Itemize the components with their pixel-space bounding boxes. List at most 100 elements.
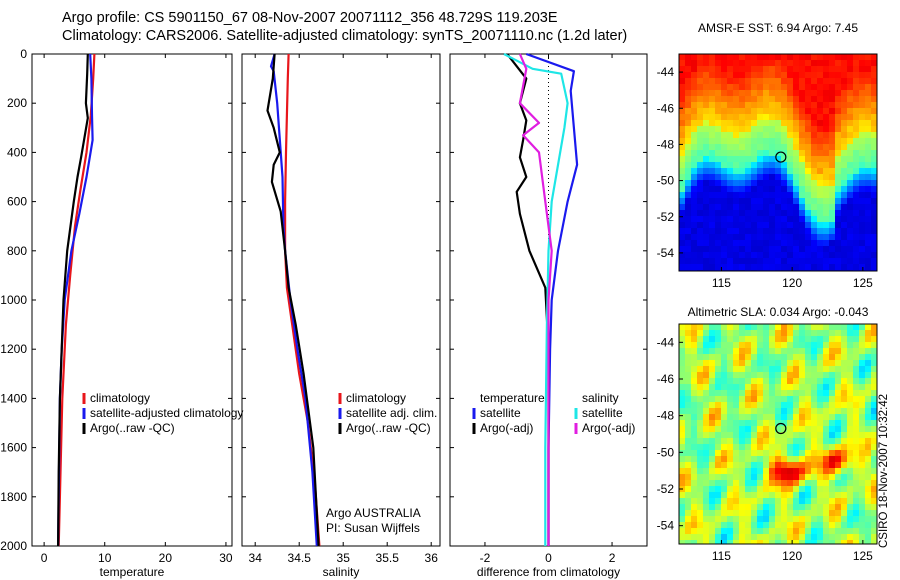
sla-map-cell [841, 336, 847, 342]
sla-map-cell [871, 444, 877, 450]
sst-map-cell [703, 174, 709, 180]
sla-map-cell [781, 462, 787, 468]
sla-map-cell [829, 522, 835, 528]
sst-map-cell [811, 264, 817, 270]
sst-map-cell [709, 78, 715, 84]
sla-map-cell [853, 444, 859, 450]
sst-map-cell [745, 252, 751, 258]
sla-map-cell [811, 540, 817, 544]
sst-map-cell [859, 54, 865, 60]
sla-map-cell [691, 342, 697, 348]
sla-map-cell [721, 468, 727, 474]
sst-map-cell [805, 132, 811, 138]
sla-map-cell [817, 438, 823, 444]
sst-map-cell [709, 126, 715, 132]
sla-heatmap [679, 324, 877, 544]
sst-map-cell [775, 72, 781, 78]
sla-map-cell [787, 534, 793, 540]
sst-map-cell [841, 240, 847, 246]
sst-map-cell [721, 78, 727, 84]
sst-map-cell [757, 90, 763, 96]
sla-map-cell [679, 516, 685, 522]
sst-map-cell [787, 246, 793, 252]
sst-map-cell [715, 204, 721, 210]
sst-map-cell [727, 198, 733, 204]
sst-map-cell [859, 222, 865, 228]
sla-map-cell [859, 450, 865, 456]
sst-map-cell [691, 54, 697, 60]
sla-map-cell [853, 468, 859, 474]
sst-map-cell [727, 156, 733, 162]
sst-map-cell [781, 72, 787, 78]
sst-map-cell [829, 54, 835, 60]
sla-map-cell [769, 540, 775, 544]
sla-map-cell [787, 330, 793, 336]
sla-map-cell [799, 330, 805, 336]
sla-map-cell [697, 522, 703, 528]
sla-map-cell [805, 486, 811, 492]
sla-map-cell [751, 330, 757, 336]
sst-map-cell [703, 150, 709, 156]
sla-map-cell [751, 336, 757, 342]
sst-map-cell [739, 252, 745, 258]
sla-map-cell [817, 372, 823, 378]
sla-map-cell [727, 402, 733, 408]
sst-map-cell [685, 54, 691, 60]
sla-map-cell [733, 486, 739, 492]
sst-map-cell [853, 216, 859, 222]
sst-map-cell [697, 198, 703, 204]
sla-map-cell [703, 510, 709, 516]
sla-map-cell [787, 414, 793, 420]
sst-map-cell [871, 264, 877, 270]
sla-map-cell [787, 348, 793, 354]
sla-map-cell [829, 414, 835, 420]
sst-map-cell [823, 210, 829, 216]
sla-map-cell [691, 450, 697, 456]
sst-map-cell [865, 144, 871, 150]
sla-map-cell [745, 438, 751, 444]
sla-map-cell [805, 408, 811, 414]
sst-map-cell [763, 162, 769, 168]
sst-map-cell [793, 240, 799, 246]
sst-map-cell [715, 78, 721, 84]
sst-map-cell [691, 150, 697, 156]
sst-map-cell [817, 198, 823, 204]
sst-map-cell [769, 240, 775, 246]
sla-map-cell [733, 390, 739, 396]
sla-map-cell [799, 396, 805, 402]
sla-map-cell [811, 408, 817, 414]
sla-map-cell [871, 504, 877, 510]
sst-map-cell [841, 156, 847, 162]
sst-map-cell [709, 228, 715, 234]
sla-map-cell [739, 414, 745, 420]
sla-map-cell [685, 390, 691, 396]
sla-map-cell [865, 456, 871, 462]
sla-map-cell [685, 408, 691, 414]
sla-map-cell [685, 492, 691, 498]
sla-map-cell [793, 456, 799, 462]
sst-map-cell [709, 156, 715, 162]
sla-map-cell [847, 324, 853, 330]
sla-map-cell [841, 486, 847, 492]
sst-map-cell [823, 186, 829, 192]
sst-map-cell [799, 198, 805, 204]
sla-map-cell [793, 492, 799, 498]
sst-map-cell [871, 240, 877, 246]
sla-map-cell [847, 474, 853, 480]
sla-map-cell [745, 420, 751, 426]
sla-map-cell [739, 522, 745, 528]
sla-map-cell [853, 390, 859, 396]
sla-map-cell [799, 504, 805, 510]
sst-map-cell [709, 252, 715, 258]
sst-map-cell [781, 204, 787, 210]
sst-map-cell [793, 264, 799, 270]
sla-map-cell [865, 492, 871, 498]
sst-map-cell [685, 240, 691, 246]
sla-map-cell [709, 360, 715, 366]
sla-map-cell [703, 360, 709, 366]
sla-map-cell [847, 498, 853, 504]
sla-map-cell [685, 360, 691, 366]
sst-map-cell [871, 246, 877, 252]
sla-map-cell [763, 390, 769, 396]
